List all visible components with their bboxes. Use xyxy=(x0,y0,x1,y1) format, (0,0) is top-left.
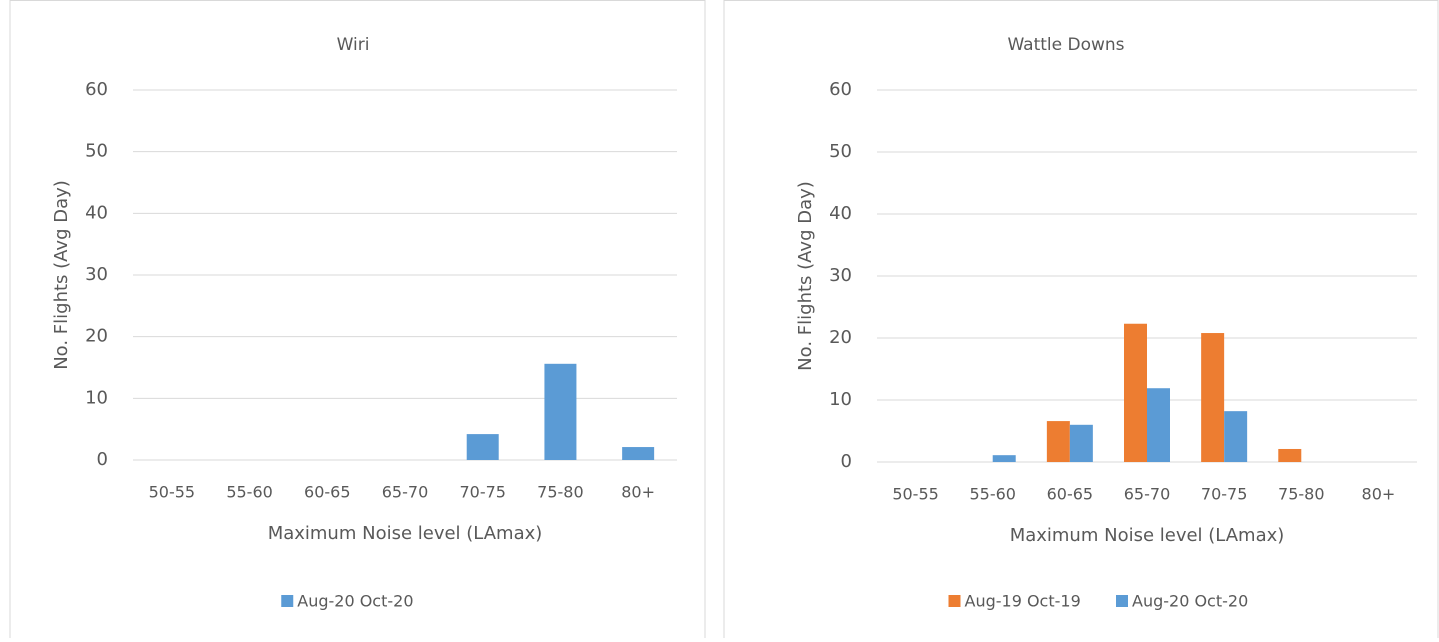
bar xyxy=(622,447,655,460)
x-tick-label: 60-65 xyxy=(304,483,351,502)
y-tick-label: 60 xyxy=(829,79,852,100)
x-tick-label: 75-80 xyxy=(537,483,584,502)
legend-label: Aug-20 Oct-20 xyxy=(297,592,413,611)
y-tick-label: 30 xyxy=(829,265,852,286)
bar xyxy=(1278,448,1302,462)
y-tick-label: 10 xyxy=(85,387,108,408)
x-tick-label: 65-70 xyxy=(1124,485,1171,504)
legend-label: Aug-20 Oct-20 xyxy=(1132,592,1248,611)
x-axis-label: Maximum Noise level (LAmax) xyxy=(268,523,543,544)
bar xyxy=(1147,388,1170,462)
y-tick-label: 50 xyxy=(85,141,108,162)
y-axis-label: No. Flights (Avg Day) xyxy=(795,181,816,371)
x-axis-label: Maximum Noise level (LAmax) xyxy=(1010,525,1285,546)
panel-frame xyxy=(723,0,1439,642)
x-tick-label: 65-70 xyxy=(382,483,429,502)
x-tick-label: 75-80 xyxy=(1278,485,1325,504)
legend-swatch xyxy=(281,595,294,607)
y-tick-label: 60 xyxy=(85,79,108,100)
legend-swatch xyxy=(1116,595,1128,607)
x-tick-label: 70-75 xyxy=(459,483,506,502)
bar xyxy=(992,455,1016,462)
y-tick-label: 20 xyxy=(829,327,852,348)
y-tick-label: 50 xyxy=(829,141,852,162)
y-tick-label: 0 xyxy=(841,451,852,472)
bar xyxy=(1224,411,1248,462)
x-tick-label: 55-60 xyxy=(969,485,1016,504)
bar xyxy=(1201,333,1225,462)
x-tick-label: 55-60 xyxy=(226,483,273,502)
y-tick-label: 20 xyxy=(85,326,108,347)
x-tick-label: 60-65 xyxy=(1047,485,1094,504)
x-tick-label: 80+ xyxy=(621,483,655,502)
y-tick-label: 0 xyxy=(97,449,108,470)
y-tick-label: 30 xyxy=(85,264,108,285)
bar xyxy=(544,363,577,460)
y-axis-label: No. Flights (Avg Day) xyxy=(51,180,72,370)
y-tick-label: 40 xyxy=(829,203,852,224)
chart-title: Wiri xyxy=(337,35,370,55)
bar xyxy=(1069,424,1093,462)
x-tick-label: 70-75 xyxy=(1201,485,1248,504)
legend-swatch xyxy=(948,595,961,607)
bar xyxy=(1124,323,1147,462)
chart-title: Wattle Downs xyxy=(1007,35,1124,55)
y-tick-label: 40 xyxy=(85,202,108,223)
x-tick-label: 50-55 xyxy=(149,483,196,502)
y-tick-label: 10 xyxy=(829,389,852,410)
bar xyxy=(466,434,499,460)
x-tick-label: 50-55 xyxy=(892,485,939,504)
bar xyxy=(1046,421,1070,462)
legend-label: Aug-19 Oct-19 xyxy=(965,592,1081,611)
panel-frame xyxy=(9,0,706,642)
x-tick-label: 80+ xyxy=(1362,485,1396,504)
